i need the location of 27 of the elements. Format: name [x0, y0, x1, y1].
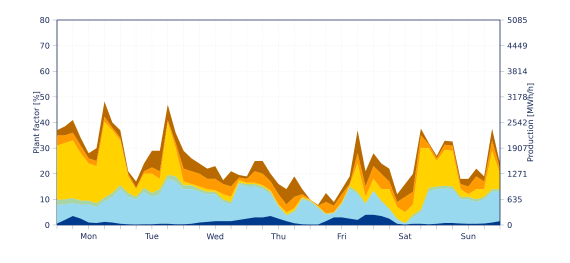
y-axis-title: Plant factor [%] [33, 92, 40, 153]
x-tick-label: Wed [206, 233, 224, 240]
y-tick-label: 60 [40, 68, 50, 74]
y2-tick-label: 2542 [508, 119, 527, 126]
y2-tick-label: 1907 [508, 145, 527, 152]
x-tick-label: Sat [399, 233, 412, 240]
y2-tick-label: 4449 [508, 42, 527, 49]
x-tick-label: Fri [338, 233, 346, 240]
y2-tick-label: 1271 [508, 170, 527, 177]
x-tick-label: Thu [270, 233, 286, 240]
y-tick-label: 0 [45, 222, 50, 228]
y2-axis-title: Production [MWh/h] [527, 84, 534, 162]
y-tick-label: 30 [40, 145, 50, 152]
y2-tick-label: 635 [508, 196, 522, 202]
y-tick-label: 40 [40, 119, 50, 126]
y2-tick-label: 0 [508, 222, 512, 228]
y2-tick-label: 3178 [508, 94, 527, 100]
y-tick-label: 10 [40, 196, 50, 202]
x-tick-label: Tue [145, 233, 158, 240]
y-tick-label: 50 [40, 94, 50, 100]
x-tick-label: Sun [461, 233, 476, 240]
y2-tick-label: 3814 [508, 68, 528, 74]
y2-tick-label: 5085 [508, 16, 527, 24]
y-tick-label: 70 [40, 42, 50, 49]
y-tick-label: 20 [40, 170, 50, 177]
x-tick-label: Mon [80, 233, 96, 240]
y-tick-label: 80 [40, 16, 50, 24]
